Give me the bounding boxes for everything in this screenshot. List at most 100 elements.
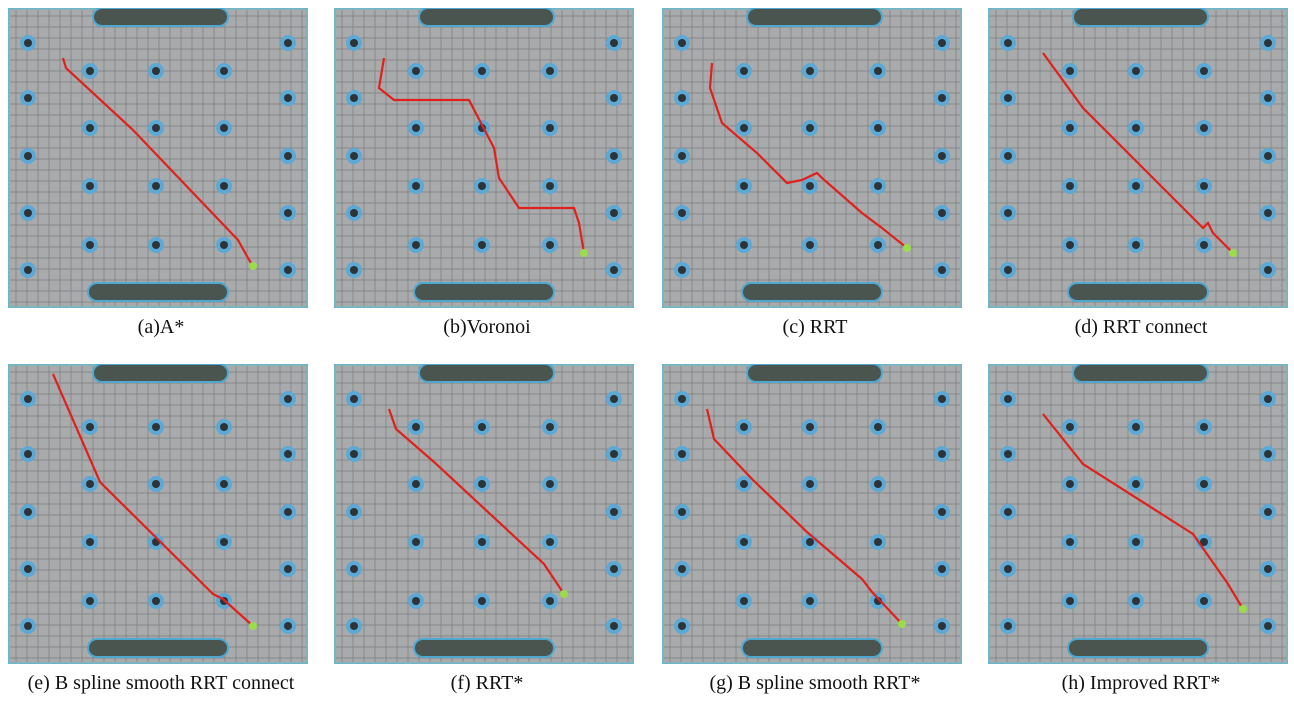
obstacle — [88, 639, 228, 657]
pillar — [678, 39, 686, 47]
pillar — [86, 423, 94, 431]
pillar — [24, 622, 32, 630]
pillar — [610, 94, 618, 102]
map — [662, 8, 962, 308]
caption: (c) RRT — [680, 314, 950, 340]
pillar — [546, 538, 554, 546]
pillar — [1066, 538, 1074, 546]
pillar — [220, 480, 228, 488]
caption: (e) B spline smooth RRT connect — [26, 670, 296, 696]
pillar — [24, 508, 32, 516]
pillar — [1132, 480, 1140, 488]
pillar — [478, 241, 486, 249]
pillar — [1264, 395, 1272, 403]
pillar — [1004, 395, 1012, 403]
goal-marker — [249, 262, 257, 270]
pillar — [610, 450, 618, 458]
pillar — [1264, 152, 1272, 160]
pillar — [678, 508, 686, 516]
pillar — [284, 622, 292, 630]
obstacle — [88, 283, 228, 301]
pillar — [1132, 538, 1140, 546]
pillar — [412, 67, 420, 75]
pillar — [546, 67, 554, 75]
pillar — [284, 39, 292, 47]
map — [8, 364, 308, 664]
panel: (b)Voronoi — [334, 8, 640, 340]
pillar — [478, 182, 486, 190]
obstacle — [93, 364, 228, 382]
pillar — [1004, 622, 1012, 630]
pillar — [1132, 423, 1140, 431]
caption: (h) Improved RRT* — [1006, 670, 1276, 696]
goal-marker — [560, 590, 568, 598]
pillar — [1066, 124, 1074, 132]
pillar — [1132, 182, 1140, 190]
pillar — [874, 538, 882, 546]
pillar — [284, 450, 292, 458]
caption: (d) RRT connect — [1006, 314, 1276, 340]
map — [334, 8, 634, 308]
obstacle — [742, 283, 882, 301]
pillar — [152, 241, 160, 249]
pillar — [220, 423, 228, 431]
panel: (a)A* — [8, 8, 314, 340]
pillar — [478, 423, 486, 431]
pillar — [86, 597, 94, 605]
pillar — [1264, 622, 1272, 630]
pillar — [24, 565, 32, 573]
goal-marker — [249, 622, 257, 630]
pillar — [610, 152, 618, 160]
pillar — [1004, 450, 1012, 458]
pillar — [152, 182, 160, 190]
caption: (g) B spline smooth RRT* — [680, 670, 950, 696]
pillar — [412, 423, 420, 431]
pillar — [938, 622, 946, 630]
pillar — [24, 450, 32, 458]
pillar — [610, 209, 618, 217]
pillar — [478, 538, 486, 546]
pillar — [152, 124, 160, 132]
goal-marker — [1239, 605, 1247, 613]
goal-marker — [898, 620, 906, 628]
map-background — [334, 364, 634, 664]
pillar — [1066, 423, 1074, 431]
map — [988, 8, 1288, 308]
pillar — [86, 182, 94, 190]
pillar — [284, 395, 292, 403]
pillar — [1066, 597, 1074, 605]
map-background — [8, 8, 308, 308]
pillar — [806, 124, 814, 132]
pillar — [546, 241, 554, 249]
pillar — [350, 266, 358, 274]
pillar — [938, 266, 946, 274]
pillar — [86, 480, 94, 488]
pillar — [610, 266, 618, 274]
pillar — [1004, 94, 1012, 102]
pillar — [1004, 39, 1012, 47]
map — [334, 364, 634, 664]
pillar — [1004, 266, 1012, 274]
pillar — [546, 597, 554, 605]
pillar — [1004, 209, 1012, 217]
pillar — [678, 266, 686, 274]
obstacle — [414, 283, 554, 301]
pillar — [152, 480, 160, 488]
map — [988, 364, 1288, 664]
pillar — [1066, 182, 1074, 190]
pillar — [1200, 480, 1208, 488]
caption: (b)Voronoi — [352, 314, 622, 340]
pillar — [152, 423, 160, 431]
pillar — [806, 480, 814, 488]
panel: (d) RRT connect — [988, 8, 1294, 340]
pillar — [24, 209, 32, 217]
pillar — [546, 182, 554, 190]
pillar — [806, 597, 814, 605]
pillar — [350, 565, 358, 573]
pillar — [412, 597, 420, 605]
pillar — [938, 209, 946, 217]
pillar — [412, 538, 420, 546]
pillar — [412, 241, 420, 249]
pillar — [350, 395, 358, 403]
map — [8, 8, 308, 308]
